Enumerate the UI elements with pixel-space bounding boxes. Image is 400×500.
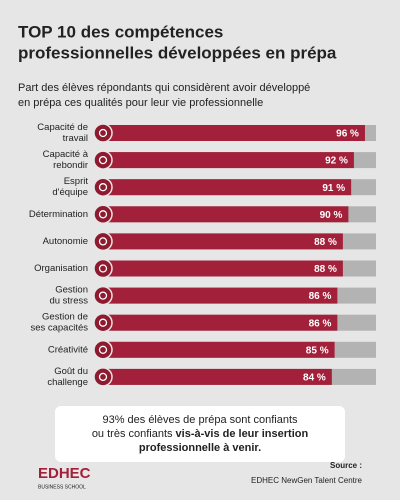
icon-detail bbox=[98, 372, 108, 382]
category-label: challenge bbox=[47, 377, 88, 388]
icon-detail bbox=[98, 128, 108, 138]
box-text: vis-à-vis de leur insertion bbox=[176, 428, 309, 440]
bar bbox=[100, 179, 352, 196]
value-label: 96 % bbox=[336, 129, 359, 140]
subtitle-line: Part des élèves répondants qui considère… bbox=[18, 82, 310, 94]
category-label: du stress bbox=[49, 296, 88, 307]
category-label: ses capacités bbox=[30, 323, 88, 334]
icon bbox=[93, 177, 113, 197]
bar bbox=[100, 368, 332, 385]
box-line: professionnelle à venir. bbox=[139, 442, 261, 454]
icon bbox=[93, 340, 113, 360]
category-label: Autonomie bbox=[43, 236, 88, 247]
icon-detail bbox=[98, 183, 108, 192]
icon bbox=[93, 150, 113, 170]
value-label: 88 % bbox=[314, 264, 337, 275]
category-label: travail bbox=[63, 133, 88, 144]
icon bbox=[93, 231, 113, 252]
box-line: 93% des élèves de prépa sont confiants bbox=[102, 414, 298, 426]
bar bbox=[100, 206, 349, 223]
icon-detail bbox=[98, 345, 108, 354]
icon bbox=[93, 285, 113, 306]
icon bbox=[93, 204, 113, 225]
bar bbox=[100, 152, 354, 169]
icon-detail bbox=[98, 237, 108, 246]
value-label: 85 % bbox=[306, 345, 329, 356]
source: EDHEC NewGen Talent Centre bbox=[251, 476, 363, 485]
box-text: ou très confiants bbox=[92, 428, 173, 440]
icon bbox=[93, 258, 113, 279]
source-label: Source : bbox=[330, 461, 362, 470]
logo-sub: BUSINESS SCHOOL bbox=[38, 484, 86, 490]
box-text: professionnelle à venir. bbox=[139, 442, 261, 454]
category-label: Organisation bbox=[34, 263, 88, 274]
bar bbox=[100, 233, 343, 250]
icon-detail bbox=[98, 264, 108, 273]
category-label: Créativité bbox=[48, 344, 88, 355]
icon-detail bbox=[98, 291, 108, 300]
title-line: professionnelles développées en prépa bbox=[18, 43, 337, 62]
category-label: rebondir bbox=[53, 160, 88, 171]
icon-detail bbox=[98, 318, 108, 327]
subtitle-line: en prépa ces qualités pour leur vie prof… bbox=[18, 97, 263, 109]
category-label: Gestion de bbox=[42, 312, 88, 323]
category-label: Capacité à bbox=[43, 149, 89, 160]
bar bbox=[100, 287, 338, 304]
value-label: 92 % bbox=[325, 156, 348, 167]
icon bbox=[93, 367, 113, 387]
bar bbox=[100, 260, 343, 277]
value-label: 84 % bbox=[303, 373, 326, 384]
bar bbox=[100, 314, 338, 331]
value-label: 86 % bbox=[309, 318, 332, 329]
icon-detail bbox=[98, 155, 108, 165]
bar bbox=[100, 341, 335, 358]
category-label: Détermination bbox=[29, 209, 88, 220]
value-label: 86 % bbox=[309, 291, 332, 302]
category-label: Gestion bbox=[55, 285, 88, 296]
logo: EDHEC bbox=[38, 465, 91, 482]
highlight-text: 93% des élèves de prépa sont confiants ou… bbox=[92, 414, 309, 454]
category-label: Capacité de bbox=[37, 122, 88, 133]
category-label: d'équipe bbox=[52, 187, 88, 198]
value-label: 90 % bbox=[320, 210, 343, 221]
box-text: 93% des élèves de prépa sont confiants bbox=[102, 414, 298, 426]
category-label: Goût du bbox=[54, 366, 88, 377]
value-label: 91 % bbox=[322, 183, 345, 194]
icon bbox=[93, 312, 113, 333]
bar bbox=[100, 125, 365, 141]
highlight-box bbox=[55, 406, 345, 462]
icon bbox=[93, 123, 113, 143]
icon-detail bbox=[98, 210, 108, 219]
box-line: ou très confiants vis-à-vis de leur inser… bbox=[92, 428, 309, 440]
category-label: Esprit bbox=[64, 176, 89, 187]
value-label: 88 % bbox=[314, 237, 337, 248]
title-line: TOP 10 des compétences bbox=[18, 22, 223, 41]
